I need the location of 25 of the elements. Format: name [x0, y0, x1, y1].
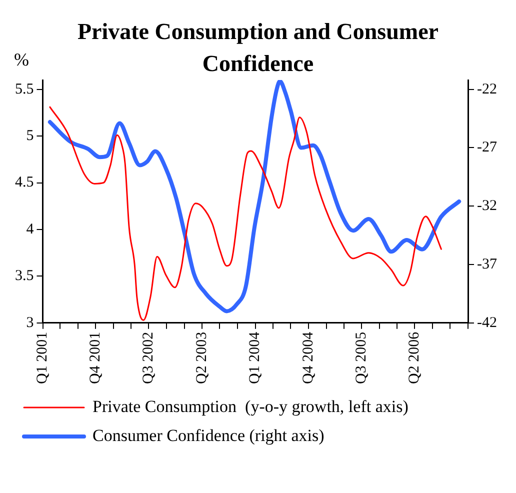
- y2-tick-label: -37: [477, 256, 498, 272]
- x-tick-label: Q3 2005: [353, 332, 370, 384]
- y-tick-label: 4: [26, 221, 34, 238]
- y-axis-title: %: [14, 50, 29, 70]
- y2-tick-label: -32: [477, 198, 498, 214]
- line-series: [49, 106, 442, 321]
- x-tick-label: Q1 2004: [247, 331, 264, 384]
- x-tick-label: Q3 2002: [140, 332, 157, 384]
- y-tick-label: 4.5: [15, 174, 34, 191]
- y-tick-label: 3.5: [15, 268, 34, 284]
- x-tick-label: Q2 2003: [194, 332, 210, 384]
- y2-tick-label: -22: [477, 81, 498, 98]
- legend-label: Consumer Confidence (right axis): [92, 426, 324, 445]
- y2-tick-label: -42: [477, 314, 498, 331]
- line-series: [48, 80, 462, 314]
- x-tick-label: Q4 2001: [88, 332, 104, 384]
- y-tick-label: 5.5: [15, 81, 34, 98]
- chart-title: Private Consumption and Consumer Confidence: [76, 18, 440, 78]
- x-tick-label: Q1 2001: [34, 332, 51, 384]
- y-tick-label: 5: [26, 128, 34, 144]
- y-tick-label: 3: [26, 314, 34, 331]
- x-tick-label: Q4 2004: [300, 331, 316, 384]
- legend-label: Private Consumption (y-o-y growth, left axis): [92, 396, 408, 416]
- y2-tick-label: -27: [477, 140, 498, 156]
- x-tick-label: Q2 2006: [406, 331, 423, 384]
